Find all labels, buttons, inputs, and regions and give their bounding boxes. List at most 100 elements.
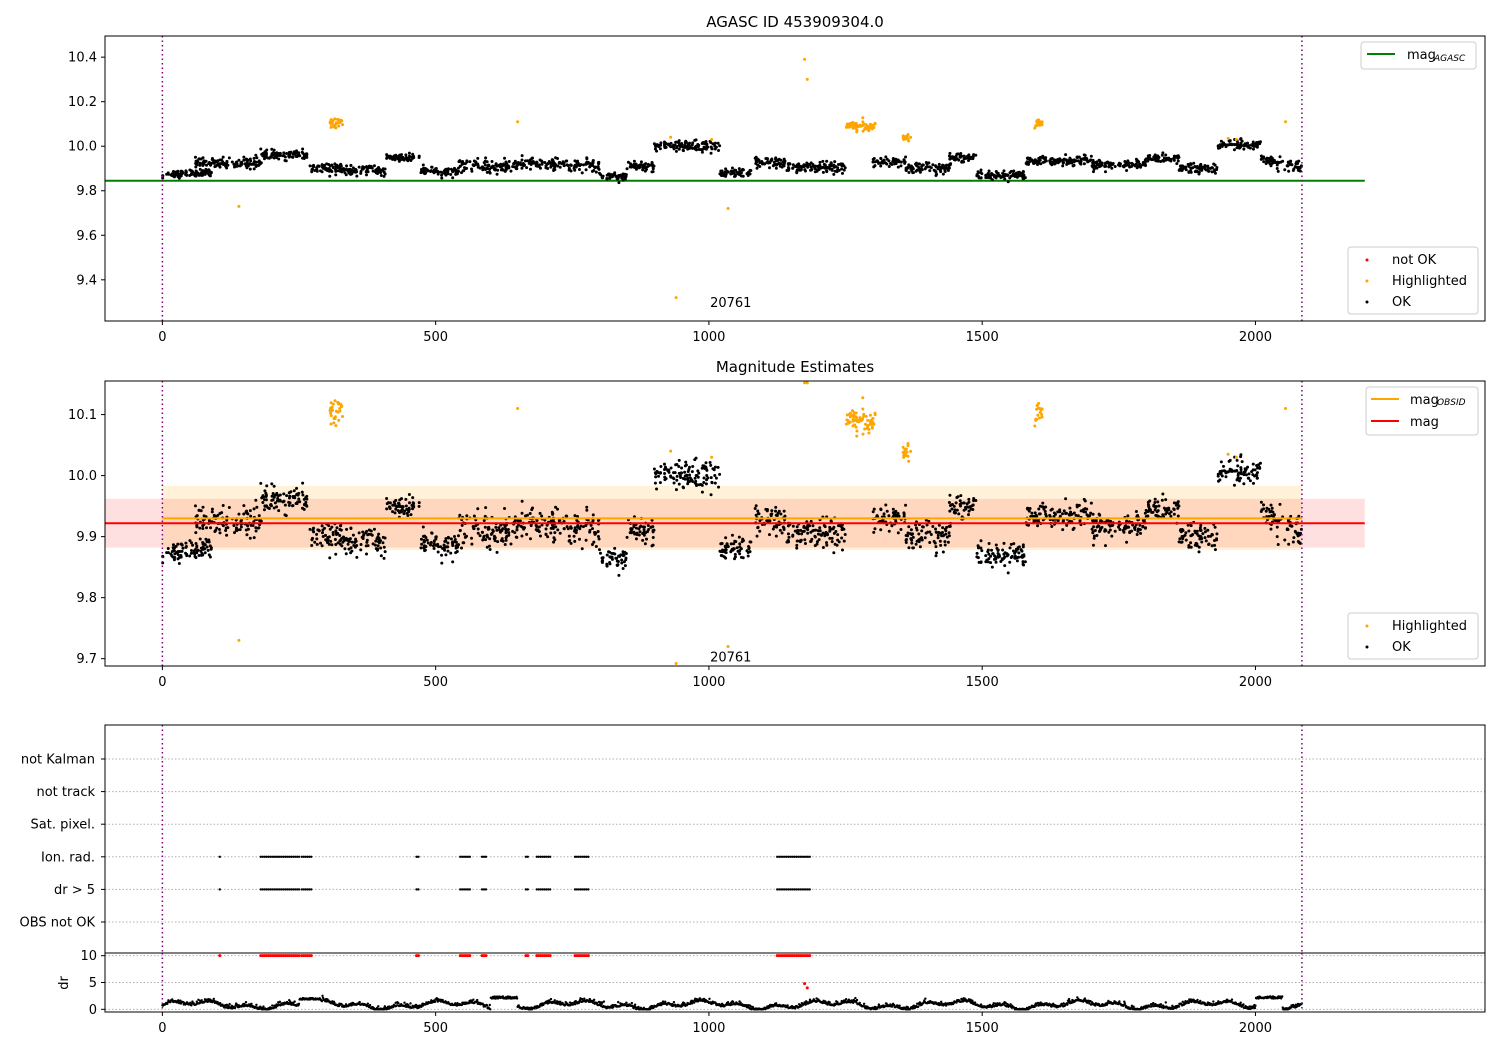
ok-point — [422, 545, 426, 549]
ok-point — [931, 163, 935, 167]
ok-point — [995, 546, 999, 550]
ok-point — [404, 153, 408, 157]
ok-point — [426, 541, 430, 545]
ok-point — [629, 527, 633, 531]
ok-point — [891, 511, 895, 515]
ok-point — [927, 519, 931, 523]
legend-label: OK — [1392, 295, 1411, 310]
ok-point — [1236, 472, 1240, 476]
flag-point — [573, 888, 577, 891]
ok-point — [1131, 523, 1135, 527]
ok-point — [476, 156, 480, 160]
ok-point — [605, 553, 609, 557]
y-tick-label: 9.6 — [76, 229, 97, 244]
ok-point — [764, 157, 768, 161]
ok-point — [1194, 169, 1198, 173]
ok-point — [275, 491, 279, 495]
ok-point — [768, 519, 772, 523]
ok-point — [774, 509, 778, 513]
ok-point — [1089, 154, 1093, 158]
ok-point — [713, 481, 717, 485]
ok-point — [914, 526, 918, 530]
ok-point — [446, 549, 450, 553]
ok-point — [551, 158, 555, 162]
ok-point — [1227, 139, 1231, 143]
ok-point — [208, 555, 212, 559]
flag-point — [272, 888, 276, 891]
ok-point — [1061, 519, 1065, 523]
ok-point — [608, 176, 612, 180]
flag-point — [274, 855, 278, 858]
highlighted-point — [1035, 403, 1039, 407]
ok-point — [1025, 162, 1029, 166]
ok-point — [1086, 514, 1090, 518]
ok-point — [1239, 470, 1243, 474]
ok-point — [713, 465, 717, 469]
flag-point — [802, 855, 806, 858]
ok-point — [772, 525, 776, 529]
ok-point — [902, 512, 906, 516]
ok-point — [828, 167, 832, 171]
ok-point — [945, 167, 949, 171]
ok-point — [928, 541, 932, 545]
ok-point — [733, 168, 737, 172]
ok-point — [1189, 545, 1193, 549]
ok-point — [516, 523, 520, 527]
ok-point — [400, 507, 404, 511]
ok-point — [208, 544, 212, 548]
ok-point — [1239, 466, 1243, 470]
ok-point — [1082, 162, 1086, 166]
ok-point — [967, 497, 971, 501]
ok-point — [986, 548, 990, 552]
ok-point — [1176, 159, 1180, 163]
ok-point — [319, 541, 323, 545]
ok-point — [179, 169, 183, 173]
ok-point — [242, 504, 246, 508]
flag-point — [271, 888, 274, 891]
ok-point — [651, 543, 655, 547]
flag-point — [547, 855, 550, 858]
ok-point — [569, 541, 573, 545]
ok-point — [1133, 163, 1137, 167]
ok-point — [179, 553, 183, 557]
ok-point — [291, 152, 295, 156]
ok-point — [1197, 534, 1201, 538]
highlighted-point — [1034, 124, 1038, 128]
ok-point — [490, 531, 494, 535]
ok-point — [1146, 155, 1150, 159]
ok-point — [1193, 531, 1197, 535]
ok-point — [419, 546, 423, 550]
ok-point — [197, 157, 201, 161]
ok-point — [385, 507, 389, 511]
highlighted-point — [237, 204, 241, 208]
ok-point — [729, 542, 733, 546]
legend-box — [1360, 41, 1477, 70]
flag-point — [537, 855, 540, 858]
ok-point — [511, 529, 515, 533]
ok-point — [1012, 542, 1016, 546]
ok-point — [1113, 529, 1117, 533]
ok-point — [350, 540, 354, 544]
ok-point — [185, 554, 189, 558]
highlighted-point — [873, 413, 877, 417]
ok-point — [483, 514, 487, 518]
ok-point — [457, 543, 461, 547]
ok-point — [310, 543, 314, 547]
ok-point — [232, 162, 236, 166]
ok-point — [1161, 151, 1165, 155]
ok-point — [1051, 518, 1055, 522]
ok-point — [1097, 524, 1101, 528]
ok-point — [1224, 475, 1228, 479]
ok-point — [641, 538, 645, 542]
ok-point — [871, 510, 875, 514]
ok-point — [374, 539, 378, 543]
ok-point — [556, 507, 560, 511]
ok-point — [654, 475, 658, 479]
ok-point — [259, 147, 263, 151]
flag-point — [806, 855, 810, 858]
ok-point — [945, 525, 949, 529]
ok-point — [330, 543, 334, 547]
ok-point — [720, 542, 724, 546]
ok-point — [1221, 464, 1225, 468]
ok-point — [297, 497, 301, 501]
